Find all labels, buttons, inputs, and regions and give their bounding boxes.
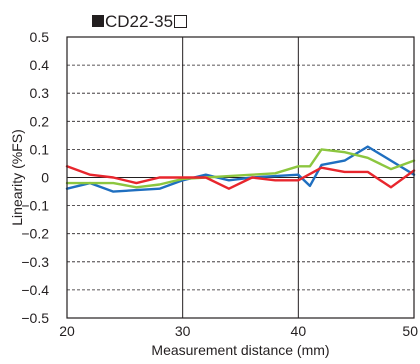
y-tick-label: 0.4 xyxy=(30,57,50,73)
series-group xyxy=(65,145,416,193)
y-axis-label: Linearity (%FS) xyxy=(9,129,25,225)
x-tick-label: 20 xyxy=(59,323,75,339)
grid xyxy=(67,37,414,318)
chart-title-text: CD22-35 xyxy=(105,11,174,31)
x-tick-label: 30 xyxy=(175,323,191,339)
chart-title: CD22-35 xyxy=(92,10,188,32)
filled-square-marker xyxy=(92,15,104,27)
plot-frame xyxy=(66,36,415,319)
y-tick-label: −0.1 xyxy=(21,198,49,214)
open-square-marker xyxy=(174,14,188,28)
y-tick-label: −0.3 xyxy=(21,254,49,270)
y-tick-label: −0.5 xyxy=(21,310,49,326)
y-tick-label: 0.3 xyxy=(30,85,50,101)
y-tick-label: 0.5 xyxy=(30,29,50,45)
y-tick-label: −0.2 xyxy=(21,226,49,242)
tick-labels: 0.5 0.4 0.3 0.2 0.1 0 −0.1 −0.2 −0.3 −0.4 −0.5 20 30… xyxy=(21,29,418,339)
series-line-2 xyxy=(65,148,416,189)
y-tick-label: 0.2 xyxy=(30,113,50,129)
y-tick-label: 0.1 xyxy=(30,141,50,157)
series-line-3 xyxy=(65,165,416,190)
x-tick-label: 50 xyxy=(402,323,418,339)
y-tick-label: 0 xyxy=(41,170,49,186)
x-tick-label: 40 xyxy=(291,323,307,339)
y-tick-label: −0.4 xyxy=(21,282,49,298)
x-axis-label: Measurement distance (mm) xyxy=(151,342,329,358)
